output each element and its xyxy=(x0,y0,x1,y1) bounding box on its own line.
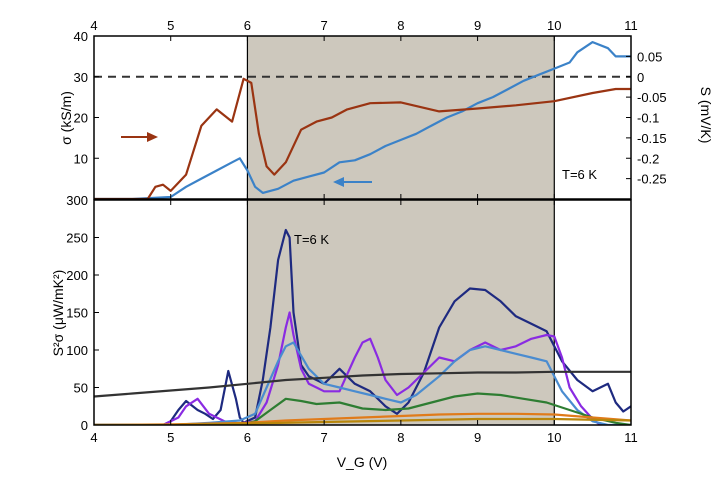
sigma-arrow xyxy=(333,177,372,187)
x-tick-label-top: 9 xyxy=(474,18,481,33)
seebeck-tick-label: -0.15 xyxy=(637,131,667,146)
pf-tick-label: 0 xyxy=(81,418,88,433)
top-series-seebeck-line xyxy=(94,77,631,199)
sigma-tick-label: 40 xyxy=(74,29,88,44)
seebeck-tick-label: -0.1 xyxy=(637,111,659,126)
pf-tick-label: 300 xyxy=(66,193,88,208)
axis-ticks xyxy=(93,35,632,426)
top-temperature-label: T=6 K xyxy=(562,167,597,182)
shaded-region-top xyxy=(247,36,555,199)
power-factor-series-3 xyxy=(94,392,631,425)
shaded-region-bottom xyxy=(247,200,555,425)
x-tick-label-top: 10 xyxy=(547,18,561,33)
tick-labels: 4 5 6 7 8 9 10 11 4 5 6 7 8 9 10 11 10 20 30 40 0.05 0 -0.05 -0… xyxy=(66,18,666,445)
seebeck-tick-label: -0.05 xyxy=(637,90,667,105)
x-tick-label-top: 7 xyxy=(321,18,328,33)
sigma-tick-label: 30 xyxy=(74,70,88,85)
x-tick-label-top: 8 xyxy=(397,18,404,33)
seebeck-tick-label: -0.2 xyxy=(637,151,659,166)
top-right-axis-label: S (mV/K) xyxy=(698,87,714,144)
x-tick-label-bottom: 4 xyxy=(90,430,97,445)
x-tick-label-bottom: 7 xyxy=(321,430,328,445)
top-left-axis-label: σ (kS/m) xyxy=(58,91,74,145)
top-series-group xyxy=(94,41,631,199)
pf-tick-label: 200 xyxy=(66,268,88,283)
power-factor-series-4 xyxy=(94,370,631,398)
x-axis-label: V_G (V) xyxy=(337,454,388,470)
sigma-tick-label: 10 xyxy=(74,151,88,166)
seebeck-tick-label: 0 xyxy=(637,70,644,85)
pf-tick-label: 250 xyxy=(66,231,88,246)
pf-tick-label: 100 xyxy=(66,343,88,358)
seebeck-tick-label: -0.25 xyxy=(637,172,667,187)
seebeck-tick-label: 0.05 xyxy=(637,49,662,64)
x-tick-label-top: 11 xyxy=(624,18,638,33)
sigma-tick-label: 20 xyxy=(74,111,88,126)
x-tick-label-bottom: 8 xyxy=(397,430,404,445)
x-tick-label-bottom: 9 xyxy=(474,430,481,445)
x-tick-label-top: 4 xyxy=(90,18,97,33)
x-tick-label-bottom: 6 xyxy=(244,430,251,445)
top-series-conductivity-line xyxy=(94,41,631,199)
bottom-left-axis-label: S²σ (μW/mK²) xyxy=(50,270,66,357)
power-factor-series-0 xyxy=(94,228,631,425)
pf-tick-label: 50 xyxy=(74,381,88,396)
seebeck-arrow xyxy=(121,132,158,142)
x-tick-label-top: 6 xyxy=(244,18,251,33)
x-tick-label-top: 5 xyxy=(167,18,174,33)
x-tick-label-bottom: 10 xyxy=(547,430,561,445)
bottom-temperature-label: T=6 K xyxy=(294,232,329,247)
power-factor-series-2 xyxy=(94,341,631,425)
pf-tick-label: 150 xyxy=(66,306,88,321)
x-tick-label-bottom: 5 xyxy=(167,430,174,445)
x-tick-label-bottom: 11 xyxy=(624,430,638,445)
